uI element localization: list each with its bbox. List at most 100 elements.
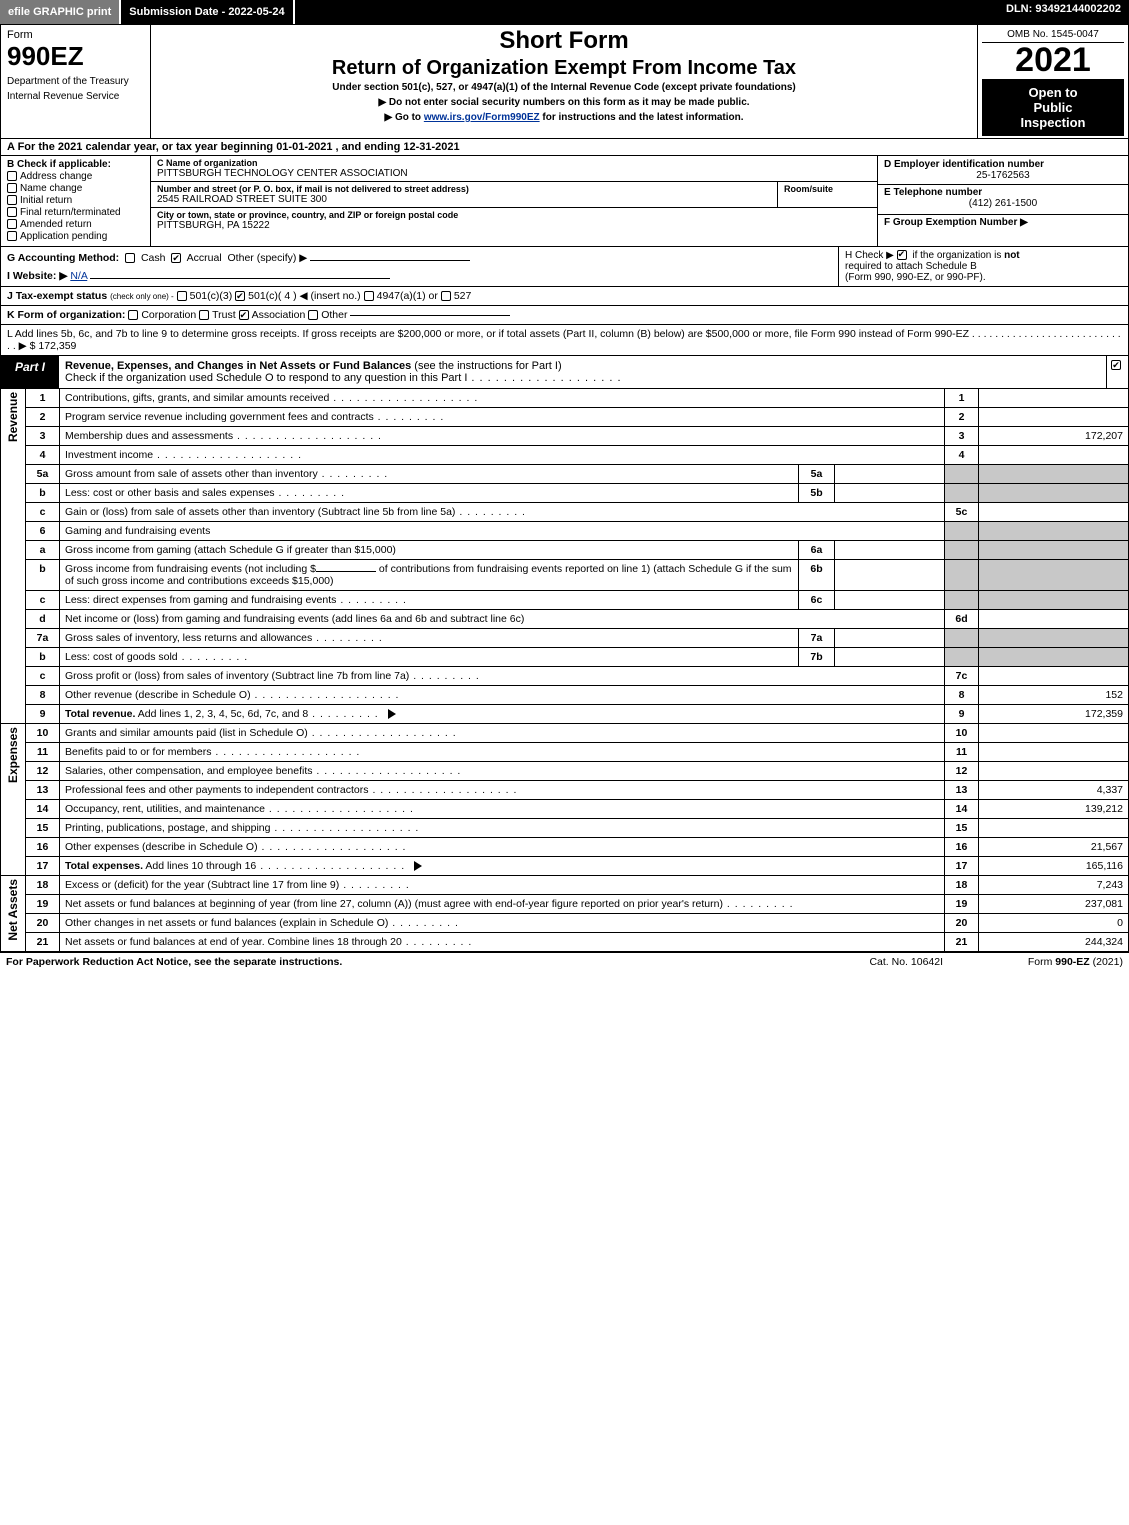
lbl-name-change: Name change [20,183,82,194]
v12 [979,762,1129,781]
n11: 11 [26,743,60,762]
r7a: Gross sales of inventory, less returns a… [65,632,383,644]
n5b: b [26,484,60,503]
n19: 19 [26,895,60,914]
org-city: PITTSBURGH, PA 15222 [157,220,871,231]
chk-h[interactable] [897,250,907,260]
lbl-527: 527 [454,290,472,302]
part1-check[interactable] [1106,356,1128,388]
other-org-line [350,315,510,316]
dept-irs: Internal Revenue Service [7,91,144,102]
n5a: 5a [26,465,60,484]
line-g-h: G Accounting Method: Cash Accrual Other … [0,247,1129,287]
r8: Other revenue (describe in Schedule O) [65,689,399,701]
r9a: Total revenue. [65,708,135,720]
lbl-501c: 501(c)( 4 ) ◀ (insert no.) [248,290,361,302]
v21: 244,324 [979,933,1129,952]
website-link[interactable]: N/A [70,270,87,282]
r7c: Gross profit or (loss) from sales of inv… [65,670,480,682]
org-street: 2545 RAILROAD STREET SUITE 300 [157,194,771,205]
iv5a [835,465,945,484]
arrow-icon [388,709,396,719]
line-j: J Tax-exempt status (check only one) - 5… [0,287,1129,306]
n21: 21 [26,933,60,952]
line-h: H Check ▶ if the organization is not req… [838,247,1128,286]
chk-4947[interactable] [364,291,374,301]
n3: 3 [26,427,60,446]
rn9: 9 [945,705,979,724]
chk-initial-return[interactable] [7,195,17,205]
shv5b [979,484,1129,503]
h-l3: (Form 990, 990-EZ, or 990-PF). [845,272,986,283]
lbl-other-org: Other [321,309,347,321]
n12: 12 [26,762,60,781]
chk-assoc[interactable] [239,310,249,320]
v10 [979,724,1129,743]
rn6d: 6d [945,610,979,629]
v20: 0 [979,914,1129,933]
iv6a [835,541,945,560]
in7a: 7a [799,629,835,648]
side-revenue: Revenue [6,392,20,442]
k-label: K Form of organization: [7,309,125,321]
chk-corp[interactable] [128,310,138,320]
cat-no: Cat. No. 10642I [869,956,943,968]
irs-link[interactable]: www.irs.gov/Form990EZ [424,112,540,123]
r15: Printing, publications, postage, and shi… [65,822,419,834]
v9: 172,359 [979,705,1129,724]
shv6b [979,560,1129,591]
v11 [979,743,1129,762]
open-l2: Public [986,100,1120,115]
l-val: 172,359 [38,340,76,352]
n7a: 7a [26,629,60,648]
v16: 21,567 [979,838,1129,857]
submission-date: Submission Date - 2022-05-24 [121,0,294,24]
chk-501c3[interactable] [177,291,187,301]
form-label: Form [7,29,144,41]
chk-amended-return[interactable] [7,219,17,229]
rn8: 8 [945,686,979,705]
col-d: D Employer identification number 25-1762… [878,156,1128,246]
chk-cash[interactable] [125,253,135,263]
part1-header: Part I Revenue, Expenses, and Changes in… [0,356,1129,389]
chk-527[interactable] [441,291,451,301]
iv7b [835,648,945,667]
chk-501c[interactable] [235,291,245,301]
shv6a [979,541,1129,560]
v3: 172,207 [979,427,1129,446]
r2: Program service revenue including govern… [65,411,444,423]
r9b: Add lines 1, 2, 3, 4, 5c, 6d, 7c, and 8 [135,708,378,720]
phone: (412) 261-1500 [884,198,1122,209]
n18: 18 [26,876,60,895]
r14: Occupancy, rent, utilities, and maintena… [65,803,414,815]
n6: 6 [26,522,60,541]
rn2: 2 [945,408,979,427]
chk-accrual[interactable] [171,253,181,263]
open-l3: Inspection [986,115,1120,130]
chk-other-org[interactable] [308,310,318,320]
chk-name-change[interactable] [7,183,17,193]
r17b: Add lines 10 through 16 [143,860,405,872]
i-label: I Website: ▶ [7,270,67,282]
r12: Salaries, other compensation, and employ… [65,765,461,777]
shv5a [979,465,1129,484]
g-label: G Accounting Method: [7,252,119,264]
iv5b [835,484,945,503]
line-l: L Add lines 5b, 6c, and 7b to line 9 to … [0,325,1129,356]
efile-print[interactable]: efile GRAPHIC print [0,0,121,24]
rn11: 11 [945,743,979,762]
side-net-assets: Net Assets [6,879,20,941]
r20: Other changes in net assets or fund bala… [65,917,459,929]
sh6b [945,560,979,591]
chk-trust[interactable] [199,310,209,320]
lbl-address-change: Address change [20,171,92,182]
iv6b [835,560,945,591]
rn5c: 5c [945,503,979,522]
chk-application-pending[interactable] [7,231,17,241]
chk-final-return[interactable] [7,207,17,217]
r5b: Less: cost or other basis and sales expe… [65,487,345,499]
lbl-final-return: Final return/terminated [20,207,121,218]
chk-address-change[interactable] [7,171,17,181]
sh7a [945,629,979,648]
v5c [979,503,1129,522]
